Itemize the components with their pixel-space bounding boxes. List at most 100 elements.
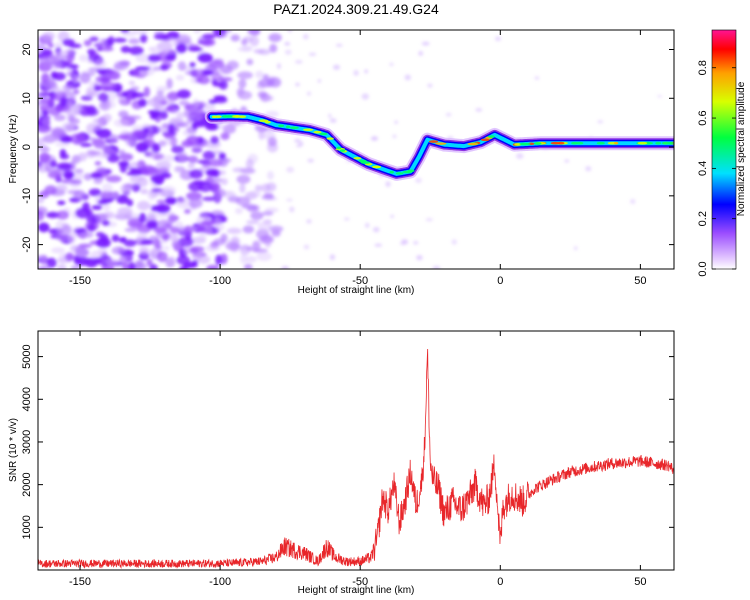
- spectrogram-noise-blob: [38, 92, 54, 97]
- spectrogram-noise-blob: [96, 128, 112, 139]
- spectrogram-noise-blob: [139, 246, 150, 256]
- spectrogram-noise-blob: [140, 188, 149, 195]
- spectrogram-noise-blob: [147, 189, 156, 201]
- spectrogram-noise-blob: [163, 245, 170, 251]
- spectrogram-noise-blob: [241, 45, 253, 52]
- spectrogram-noise-blob: [237, 92, 253, 98]
- spectrogram-ridge-peak: [637, 141, 648, 145]
- spectrogram-noise-blob: [176, 122, 185, 127]
- spectrogram-ridge-peak: [238, 115, 247, 118]
- spectrogram-noise-blob: [256, 251, 272, 262]
- spectrogram-noise-blob: [151, 143, 161, 153]
- snr-x-tick-label: -150: [69, 576, 91, 588]
- spectrogram-noise-blob: [151, 211, 167, 218]
- spectrogram-noise-blob: [295, 82, 300, 87]
- spectrogram-noise-blob: [189, 169, 204, 179]
- spectrogram-noise-blob: [177, 237, 194, 247]
- spectrogram-noise-blob: [197, 159, 211, 164]
- spectrogram-noise-blob: [86, 86, 95, 98]
- spectrogram-noise-blob: [191, 121, 199, 131]
- spectrogram-noise-blob: [365, 222, 370, 228]
- colorbar-gradient: [712, 30, 736, 269]
- spectrogram-noise-blob: [162, 154, 178, 162]
- spectrogram-noise-blob: [220, 132, 230, 140]
- spectrogram-noise-blob: [156, 85, 170, 92]
- spectrogram-x-tick-label: -150: [69, 275, 91, 287]
- spectrogram-noise-blob: [82, 202, 90, 213]
- spectrogram-noise-blob: [121, 185, 131, 195]
- spectrogram-ridge-peak: [428, 140, 439, 143]
- spectrogram-noise-blob: [295, 144, 302, 148]
- spectrogram-y-tick-label: 0: [21, 144, 33, 150]
- snr-x-tick-label: -50: [352, 576, 368, 588]
- spectrogram-noise-blob: [178, 266, 189, 269]
- spectrogram-noise-blob: [38, 222, 50, 233]
- spectrogram-noise-blob: [534, 76, 540, 80]
- spectrogram-ridge-peak: [319, 132, 328, 136]
- spectrogram-ridge-peak: [395, 172, 404, 175]
- spectrogram-noise-blob: [42, 31, 56, 41]
- spectrogram-noise-blob: [302, 33, 309, 40]
- spectrogram-noise-blob: [202, 69, 214, 76]
- spectrogram-noise-blob: [124, 227, 138, 232]
- spectrogram-noise-blob: [47, 171, 62, 179]
- spectrogram-noise-blob: [70, 133, 85, 145]
- spectrogram-noise-blob: [218, 77, 233, 82]
- spectrogram-noise-blob: [192, 143, 202, 154]
- spectrogram-noise-blob: [187, 47, 204, 52]
- spectrogram-noise-blob: [156, 199, 167, 204]
- spectrogram-noise-blob: [101, 220, 111, 226]
- spectrogram-noise-blob: [250, 211, 264, 220]
- spectrogram-noise-blob: [138, 212, 147, 223]
- spectrogram-noise-blob: [238, 78, 247, 89]
- spectrogram-noise-blob: [38, 210, 45, 222]
- spectrogram-x-tick-label: -50: [352, 275, 368, 287]
- spectrogram-noise-blob: [206, 264, 220, 269]
- spectrogram-ridge-peak: [533, 142, 542, 145]
- spectrogram-noise-blob: [55, 184, 68, 193]
- snr-y-tick-label: 1000: [21, 515, 33, 539]
- spectrogram-noise-blob: [132, 30, 149, 36]
- spectrogram-ridge-peak: [557, 141, 565, 145]
- spectrogram-noise-blob: [111, 234, 120, 242]
- spectrogram-noise-blob: [187, 162, 195, 170]
- spectrogram-noise-blob: [119, 236, 127, 242]
- spectrogram-noise-blob: [118, 110, 129, 118]
- spectrogram-noise-blob: [162, 233, 170, 241]
- spectrogram-noise-blob: [189, 62, 196, 68]
- spectrogram-noise-blob: [92, 257, 102, 265]
- spectrogram-noise-blob: [268, 225, 284, 233]
- spectrogram-noise-blob: [79, 72, 91, 84]
- spectrogram-noise-blob: [134, 259, 144, 269]
- spectrogram-x-label: Height of straight line (km): [298, 285, 415, 296]
- spectrogram-noise-blob: [147, 54, 161, 63]
- spectrogram-noise-blob: [390, 214, 394, 218]
- spectrogram-noise-blob: [75, 256, 90, 266]
- spectrogram-noise-blob: [45, 55, 59, 65]
- spectrogram-noise-blob: [105, 101, 116, 109]
- spectrogram-noise-blob: [74, 228, 86, 234]
- spectrogram-noise-blob: [225, 241, 241, 251]
- spectrogram-noise-blob: [361, 93, 369, 100]
- spectrogram-noise-blob: [392, 134, 397, 139]
- spectrogram-noise-blob: [116, 194, 129, 204]
- spectrogram-noise-blob: [164, 138, 179, 146]
- spectrogram-noise-blob: [159, 111, 168, 120]
- spectrogram-noise-blob: [38, 125, 47, 133]
- spectrogram-noise-blob: [120, 45, 131, 53]
- spectrogram-noise-blob: [38, 197, 45, 204]
- spectrogram-noise-blob: [205, 168, 219, 177]
- colorbar-tick-label: 0.0: [697, 261, 709, 276]
- snr-plot-area: [38, 331, 674, 570]
- spectrogram-noise-blob: [59, 148, 67, 158]
- snr-y-ticks: 1000 2000 3000 4000 5000: [21, 344, 674, 540]
- spectrogram-noise-blob: [48, 106, 61, 116]
- spectrogram-noise-blob: [202, 150, 216, 160]
- spectrogram-ridge-peak: [336, 146, 342, 150]
- spectrogram-noise-blob: [150, 207, 166, 212]
- spectrogram-noise-blob: [257, 221, 273, 231]
- spectrogram-noise-blob: [81, 231, 94, 238]
- spectrogram-noise-blob: [118, 149, 126, 157]
- spectrogram-noise-blob: [46, 211, 60, 219]
